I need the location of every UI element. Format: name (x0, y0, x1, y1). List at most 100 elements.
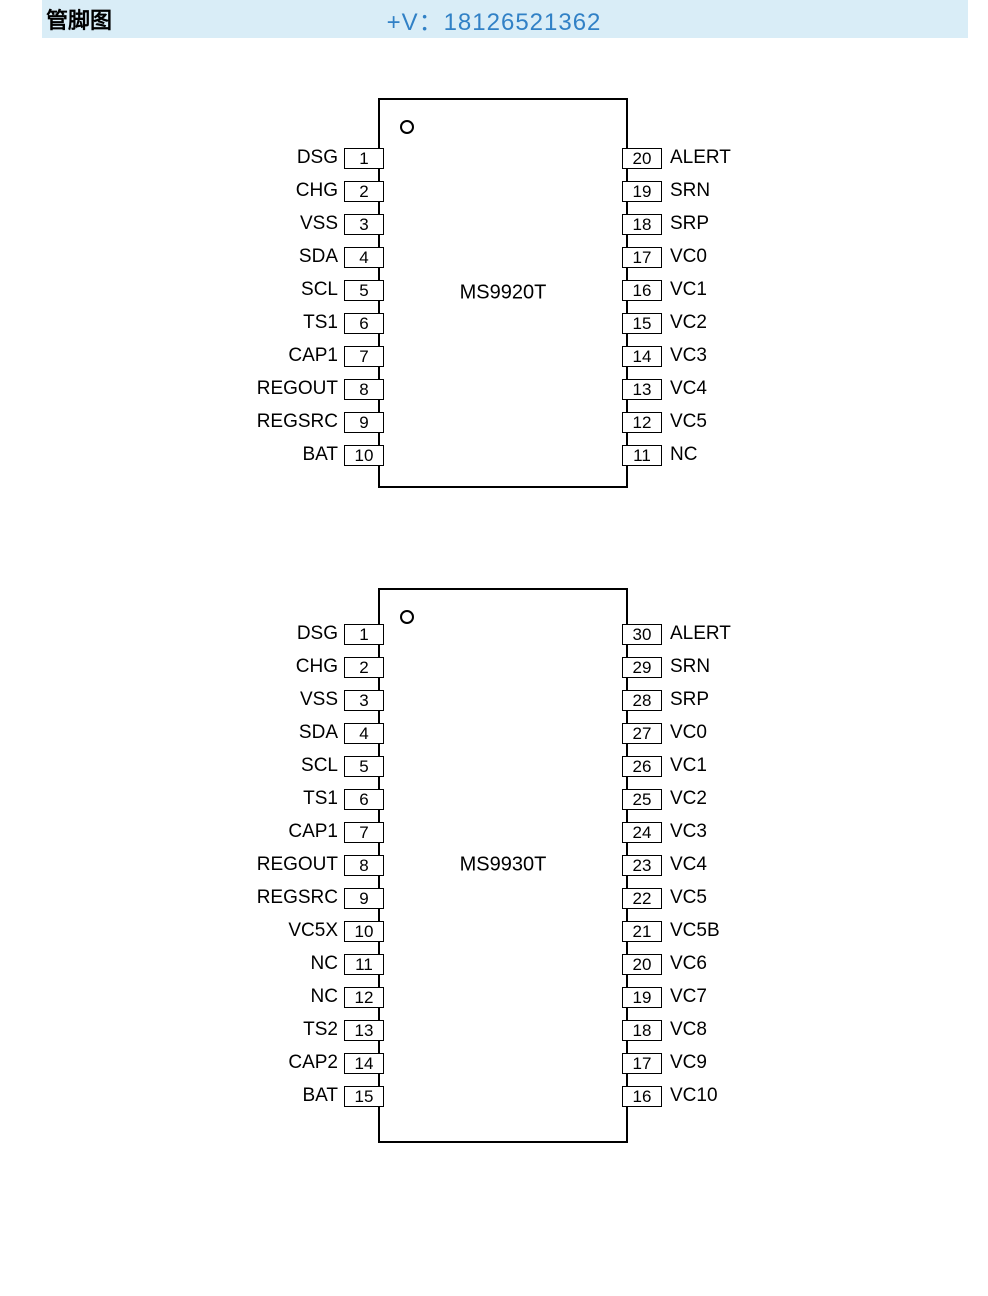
pin-label: VC4 (670, 854, 707, 876)
pin-number-box: 19 (622, 181, 662, 202)
diagrams-container: MS9920T 1 DSG 2 CHG 3 VSS 4 SDA 5 SCL 6 TS1 7 CAP1 8 REG… (0, 38, 988, 1283)
pin-number-box: 4 (344, 247, 384, 268)
pin-number-box: 6 (344, 313, 384, 334)
pin-number-box: 13 (622, 379, 662, 400)
pin-number-box: 10 (344, 445, 384, 466)
pin-number-box: 7 (344, 822, 384, 843)
pin-label: VC7 (670, 986, 707, 1008)
pin-label: SRP (670, 213, 709, 235)
pin-label: BAT (302, 444, 338, 466)
pin-label: DSG (297, 623, 338, 645)
pin-label: VC2 (670, 788, 707, 810)
pin-label: BAT (302, 1085, 338, 1107)
pin-number-box: 17 (622, 247, 662, 268)
pin-number-box: 19 (622, 987, 662, 1008)
pin-number-box: 29 (622, 657, 662, 678)
pin-number-box: 14 (622, 346, 662, 367)
pin-number-box: 15 (344, 1086, 384, 1107)
pin-label: VC5B (670, 920, 720, 942)
pin-number-box: 13 (344, 1020, 384, 1041)
pin-label: SRN (670, 180, 710, 202)
pin-number-box: 20 (622, 148, 662, 169)
pin-label: CAP2 (288, 1052, 338, 1074)
pin-number-box: 18 (622, 214, 662, 235)
banner-background (42, 0, 968, 38)
pin-number-box: 12 (344, 987, 384, 1008)
pin-label: CAP1 (288, 821, 338, 843)
pin-label: REGOUT (257, 854, 338, 876)
pin-label: SRN (670, 656, 710, 678)
pin-number-box: 25 (622, 789, 662, 810)
pin-number-box: 15 (622, 313, 662, 334)
pin-label: TS1 (303, 788, 338, 810)
pin-label: VC9 (670, 1052, 707, 1074)
pin-number-box: 3 (344, 690, 384, 711)
pin-number-box: 16 (622, 1086, 662, 1107)
pin-number-box: 14 (344, 1053, 384, 1074)
pin-label: SDA (299, 246, 338, 268)
pin-number-box: 7 (344, 346, 384, 367)
pin-number-box: 11 (622, 445, 662, 466)
page-title: 管脚图 (42, 3, 112, 35)
pin-label: TS2 (303, 1019, 338, 1041)
pin1-dot-icon (400, 610, 414, 624)
pin-label: TS1 (303, 312, 338, 334)
pin-number-box: 5 (344, 756, 384, 777)
pin-label: VC3 (670, 821, 707, 843)
pin-label: VC1 (670, 755, 707, 777)
pin-label: SDA (299, 722, 338, 744)
pin-label: CHG (296, 180, 338, 202)
pin-number-box: 6 (344, 789, 384, 810)
pin-number-box: 10 (344, 921, 384, 942)
chip-name-label: MS9930T (460, 854, 547, 877)
pin-number-box: 3 (344, 214, 384, 235)
pin-number-box: 8 (344, 379, 384, 400)
pin1-dot-icon (400, 120, 414, 134)
pin-label: REGOUT (257, 378, 338, 400)
pin-label: SCL (301, 279, 338, 301)
pin-label: VC2 (670, 312, 707, 334)
pin-number-box: 1 (344, 148, 384, 169)
pin-number-box: 12 (622, 412, 662, 433)
chip-name-label: MS9920T (460, 282, 547, 305)
pin-label: VC0 (670, 722, 707, 744)
pin-number-box: 18 (622, 1020, 662, 1041)
pin-number-box: 17 (622, 1053, 662, 1074)
pin-label: NC (311, 986, 338, 1008)
pin-label: VC6 (670, 953, 707, 975)
pin-number-box: 26 (622, 756, 662, 777)
pin-label: ALERT (670, 623, 731, 645)
pin-label: VC1 (670, 279, 707, 301)
pin-number-box: 30 (622, 624, 662, 645)
pin-label: VC3 (670, 345, 707, 367)
pin-number-box: 22 (622, 888, 662, 909)
pin-number-box: 23 (622, 855, 662, 876)
pin-label: DSG (297, 147, 338, 169)
pin-label: SCL (301, 755, 338, 777)
pin-label: NC (670, 444, 697, 466)
pin-number-box: 28 (622, 690, 662, 711)
pin-label: CAP1 (288, 345, 338, 367)
pin-label: REGSRC (257, 411, 338, 433)
page: 管脚图 +V：18126521362 MS9920T1DSG2CHG3VSS4S… (0, 0, 988, 1283)
pin-number-box: 9 (344, 888, 384, 909)
pin-number-box: 24 (622, 822, 662, 843)
pin-number-box: 5 (344, 280, 384, 301)
pin-number-box: 21 (622, 921, 662, 942)
pin-label: VC8 (670, 1019, 707, 1041)
pin-label: VC10 (670, 1085, 718, 1107)
pin-label: REGSRC (257, 887, 338, 909)
pin-number-box: 11 (344, 954, 384, 975)
pin-label: CHG (296, 656, 338, 678)
pin-number-box: 1 (344, 624, 384, 645)
pin-number-box: 27 (622, 723, 662, 744)
chip-diagram: MS9920T 1 DSG 2 CHG 3 VSS 4 SDA 5 SCL 6 TS1 7 CAP1 8 REG… (0, 98, 988, 488)
header-banner: 管脚图 +V：18126521362 (0, 0, 988, 38)
pin-label: VSS (300, 213, 338, 235)
pin-number-box: 16 (622, 280, 662, 301)
pin-number-box: 2 (344, 181, 384, 202)
pin-label: VC4 (670, 378, 707, 400)
pin-label: VSS (300, 689, 338, 711)
pin-label: NC (311, 953, 338, 975)
pin-label: ALERT (670, 147, 731, 169)
